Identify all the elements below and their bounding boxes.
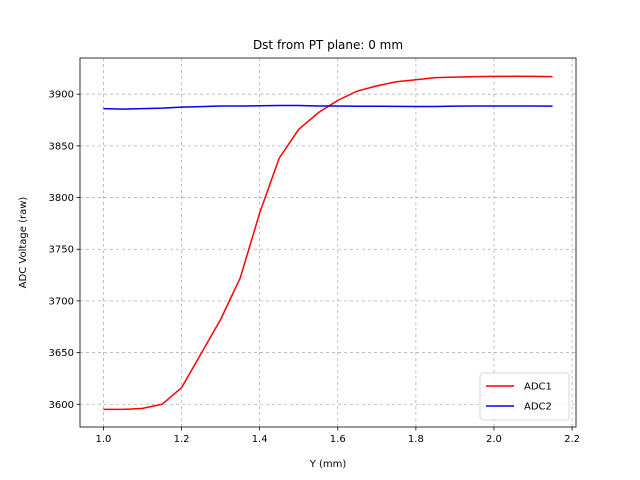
y-tick-label: 3750: [49, 245, 74, 256]
axis-ticks: 1.0 1.2 1.4 1.6 1.8 2.0 2.2 3600 3650 3700 3750 380…: [49, 90, 581, 445]
y-tick-label: 3700: [49, 296, 74, 307]
series-lines: [103, 75, 553, 411]
chart-title: Dst from PT plane: 0 mm: [253, 38, 403, 52]
y-tick-label: 3800: [49, 193, 74, 204]
x-tick-label: 1.8: [408, 434, 424, 445]
y-axis-label: ADC Voltage (raw): [18, 197, 29, 289]
legend-label: ADC2: [524, 402, 552, 413]
y-tick-label: 3850: [49, 141, 74, 152]
x-tick-label: 1.0: [95, 434, 111, 445]
x-tick-label: 2.2: [564, 434, 580, 445]
x-tick-label: 1.4: [252, 434, 268, 445]
x-axis-label: Y (mm): [309, 459, 347, 470]
y-tick-label: 3650: [49, 348, 74, 359]
legend-label: ADC1: [524, 382, 552, 393]
series-line-adc2: [103, 104, 553, 110]
y-tick-label: 3900: [49, 90, 74, 101]
grid: [80, 58, 576, 427]
y-tick-label: 3600: [49, 400, 74, 411]
x-tick-label: 1.2: [174, 434, 190, 445]
plot-frame: [79, 57, 577, 428]
x-tick-label: 1.6: [330, 434, 346, 445]
legend-box: [479, 372, 570, 421]
x-tick-label: 2.0: [486, 434, 502, 445]
legend: ADC1 ADC2: [479, 372, 570, 421]
